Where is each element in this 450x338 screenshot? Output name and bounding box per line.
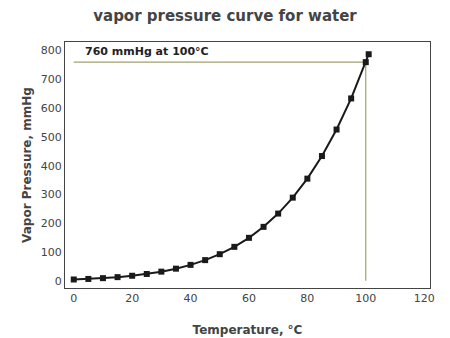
svg-text:60: 60 <box>242 292 256 305</box>
svg-text:Vapor Pressure, mmHg: Vapor Pressure, mmHg <box>20 87 34 243</box>
svg-text:40: 40 <box>184 292 198 305</box>
svg-text:Temperature, °C: Temperature, °C <box>193 323 303 337</box>
svg-text:300: 300 <box>41 188 62 201</box>
svg-text:760 mmHg at 100°C: 760 mmHg at 100°C <box>85 45 209 58</box>
svg-text:500: 500 <box>41 131 62 144</box>
svg-text:800: 800 <box>41 44 62 57</box>
svg-text:0: 0 <box>55 275 62 288</box>
svg-text:20: 20 <box>125 292 139 305</box>
svg-text:80: 80 <box>300 292 314 305</box>
svg-text:120: 120 <box>414 292 435 305</box>
svg-text:600: 600 <box>41 102 62 115</box>
svg-text:vapor pressure curve for water: vapor pressure curve for water <box>93 7 357 25</box>
svg-text:200: 200 <box>41 217 62 230</box>
svg-text:100: 100 <box>355 292 376 305</box>
svg-text:400: 400 <box>41 160 62 173</box>
svg-text:700: 700 <box>41 73 62 86</box>
svg-text:0: 0 <box>70 292 77 305</box>
svg-text:100: 100 <box>41 246 62 259</box>
